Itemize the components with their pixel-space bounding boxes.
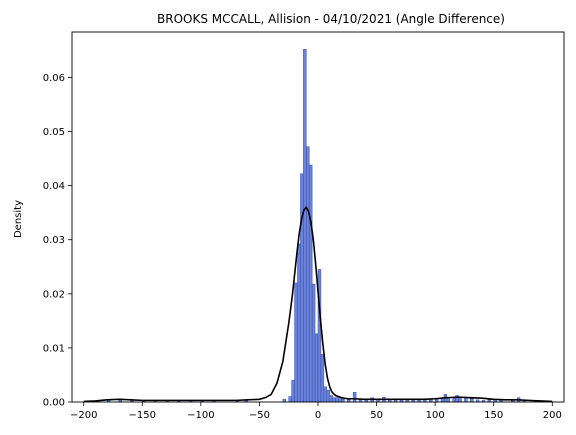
- histogram-bar: [352, 392, 357, 403]
- axes-frame: [71, 31, 565, 403]
- histogram-bars: [106, 49, 527, 403]
- histogram-bar: [300, 173, 304, 403]
- histogram-bar: [332, 397, 336, 403]
- histogram-bar: [297, 243, 301, 403]
- x-tick-label: −50: [249, 410, 270, 421]
- histogram-bar: [326, 389, 330, 403]
- histogram-bar: [320, 354, 325, 403]
- y-tick-label: 0.04: [43, 181, 65, 192]
- x-tick-label: −200: [70, 410, 97, 421]
- y-tick-label: 0.02: [43, 289, 65, 300]
- x-tick-label: 0: [315, 410, 321, 421]
- histogram-bar: [303, 49, 307, 403]
- y-tick-label: 0.06: [43, 73, 65, 84]
- histogram-bar: [338, 398, 342, 403]
- x-tick-label: 50: [370, 410, 383, 421]
- histogram-bar: [294, 282, 298, 403]
- histogram-bar: [323, 386, 328, 403]
- histogram-bar: [470, 398, 474, 403]
- y-tick-label: 0.03: [43, 235, 65, 246]
- histogram-bar: [314, 333, 319, 403]
- y-tick-label: 0.00: [43, 398, 65, 409]
- x-tick-label: 100: [426, 410, 445, 421]
- histogram-bar: [452, 397, 456, 403]
- histogram-bar: [329, 395, 333, 403]
- chart-title: BROOKS MCCALL, Allision - 04/10/2021 (An…: [157, 12, 505, 26]
- histogram-bar: [464, 397, 468, 403]
- histogram-bar: [291, 380, 295, 403]
- histogram-bar: [335, 397, 339, 403]
- x-tick-label: 200: [543, 410, 562, 421]
- histogram-bar: [311, 283, 316, 403]
- y-axis: 0.00 0.01 0.02 0.03 0.04 0.05 0.06: [43, 73, 72, 409]
- x-axis: −200 −150 −100 −50 0 50 100 150 200: [70, 402, 562, 421]
- x-tick-label: −100: [187, 410, 214, 421]
- density-curve: [83, 205, 553, 403]
- x-tick-label: 150: [484, 410, 503, 421]
- x-tick-label: −150: [129, 410, 156, 421]
- histogram-bar: [308, 164, 313, 403]
- y-tick-label: 0.01: [43, 343, 65, 354]
- histogram-bar: [288, 396, 292, 403]
- y-tick-label: 0.05: [43, 127, 65, 138]
- histogram-bar: [446, 397, 451, 403]
- y-axis-label: Density: [13, 200, 24, 238]
- histogram-bar: [306, 146, 310, 403]
